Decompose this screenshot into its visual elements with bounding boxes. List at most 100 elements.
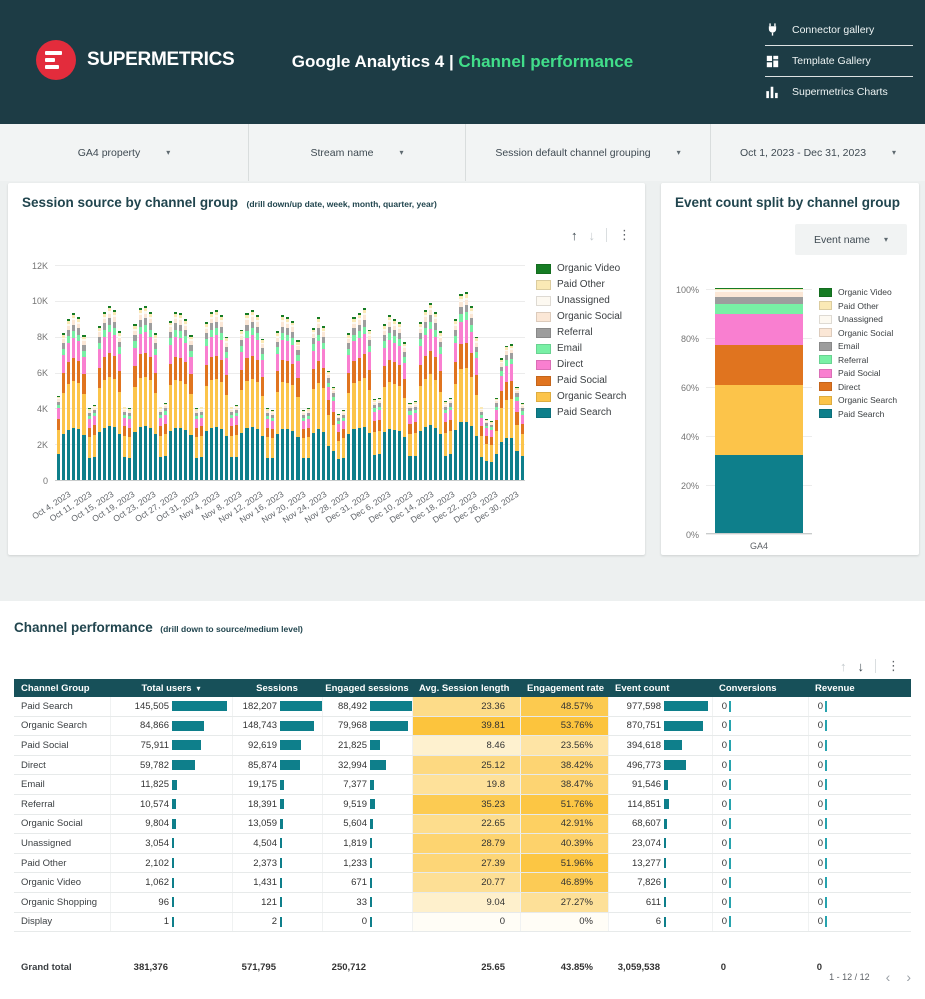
stacked-bar[interactable] [403,342,407,480]
stacked-bar[interactable] [102,311,106,480]
channel-grouping-filter[interactable]: Session default channel grouping ▾ [465,124,710,181]
stacked-bar[interactable] [87,408,91,480]
stacked-bar[interactable] [209,311,213,480]
nav-item-template-gallery[interactable]: Template Gallery [765,45,913,76]
stacked-bar[interactable] [316,317,320,480]
stacked-bar[interactable] [510,343,514,480]
stacked-bar[interactable] [143,306,147,480]
legend-item-organic-search[interactable]: Organic Search [819,395,897,405]
legend-item-paid-other[interactable]: Paid Other [819,301,897,311]
chart-menu-icon[interactable]: ⋮ [618,227,631,242]
stacked-percentage-bar[interactable] [715,288,803,533]
legend-item-unassigned[interactable]: Unassigned [819,314,897,324]
stacked-bar[interactable] [332,386,336,480]
stacked-bar[interactable] [128,408,132,480]
stacked-bar[interactable] [291,320,295,480]
stacked-bar[interactable] [245,313,249,480]
stacked-bar[interactable] [413,401,417,480]
stacked-bar[interactable] [520,403,524,480]
legend-item-paid-search[interactable]: Paid Search [536,407,626,418]
legend-item-email[interactable]: Email [819,341,897,351]
stacked-bar[interactable] [67,318,71,480]
legend-item-organic-video[interactable]: Organic Video [819,287,897,297]
stacked-bar[interactable] [479,406,483,480]
stacked-bar[interactable] [296,340,300,480]
stacked-bar[interactable] [107,306,112,480]
stacked-bar[interactable] [97,325,101,480]
stacked-bar[interactable] [347,333,351,480]
drill-up-icon[interactable]: ↑ [571,227,578,243]
stacked-bar[interactable] [57,395,61,480]
stacked-bar[interactable] [113,309,117,480]
next-page-icon[interactable]: › [906,969,911,985]
stacked-bar[interactable] [163,403,168,480]
stacked-bar[interactable] [469,306,473,480]
legend-item-organic-video[interactable]: Organic Video [536,263,626,274]
stacked-bar[interactable] [214,309,218,480]
column-header-engaged-sessions[interactable]: Engaged sessions [325,682,409,694]
stacked-bar[interactable] [260,338,264,480]
stacked-bar[interactable] [204,322,208,480]
stacked-bar[interactable] [383,324,387,480]
stacked-bar[interactable] [342,410,346,480]
stacked-bar[interactable] [281,315,285,480]
stacked-bar[interactable] [255,315,259,480]
stacked-bar[interactable] [388,315,392,480]
column-header-conversions[interactable]: Conversions [719,682,777,694]
stacked-bar[interactable] [459,293,463,480]
stacked-bar[interactable] [428,302,432,480]
nav-item-connector-gallery[interactable]: Connector gallery [765,14,913,45]
stacked-bar[interactable] [270,410,275,480]
ga4-property-filter[interactable]: GA4 property ▾ [0,124,248,181]
prev-page-icon[interactable]: ‹ [885,969,891,985]
stacked-bar[interactable] [489,420,494,480]
stacked-bar[interactable] [393,318,397,480]
stacked-bar[interactable] [484,419,488,480]
stacked-bar[interactable] [72,313,76,480]
stacked-bar[interactable] [408,403,412,480]
stacked-bar[interactable] [92,404,96,480]
stacked-bar[interactable] [326,370,331,480]
stacked-bar[interactable] [505,345,509,480]
stacked-bar[interactable] [138,308,142,480]
stacked-bar[interactable] [179,313,183,480]
legend-item-referral[interactable]: Referral [536,327,626,338]
stacked-bar[interactable] [77,317,81,480]
stacked-bar[interactable] [444,401,448,480]
stacked-bar[interactable] [265,408,269,480]
stacked-bar[interactable] [321,325,325,480]
stacked-bar[interactable] [199,406,203,480]
stacked-bar[interactable] [82,334,86,480]
stacked-bar[interactable] [133,324,137,480]
stacked-bar[interactable] [398,322,402,480]
stacked-bar[interactable] [286,317,290,480]
stacked-bar[interactable] [276,331,280,480]
legend-item-organic-social[interactable]: Organic Social [536,311,626,322]
date-range-filter[interactable]: Oct 1, 2023 - Dec 31, 2023 ▾ [710,124,925,181]
legend-item-paid-social[interactable]: Paid Social [819,368,897,378]
legend-item-organic-social[interactable]: Organic Social [819,328,897,338]
legend-item-paid-other[interactable]: Paid Other [536,279,626,290]
legend-item-referral[interactable]: Referral [819,355,897,365]
stacked-bar[interactable] [367,329,371,480]
stacked-bar[interactable] [362,308,366,480]
stacked-bar[interactable] [301,410,305,480]
stacked-bar[interactable] [169,320,173,480]
stacked-bar[interactable] [449,397,453,480]
legend-item-paid-social[interactable]: Paid Social [536,375,626,386]
stacked-bar[interactable] [464,291,468,480]
stacked-bar[interactable] [174,311,178,480]
column-header-total-users[interactable]: Total users ▾ [141,682,201,694]
stacked-bar[interactable] [306,408,310,480]
nav-item-supermetrics-charts[interactable]: Supermetrics Charts [765,76,913,107]
legend-item-paid-search[interactable]: Paid Search [819,409,897,419]
stacked-bar[interactable] [337,413,341,480]
stacked-bar[interactable] [372,399,376,480]
stacked-bar[interactable] [158,406,162,480]
legend-item-organic-search[interactable]: Organic Search [536,391,626,402]
stream-name-filter[interactable]: Stream name ▾ [248,124,465,181]
stacked-bar[interactable] [454,318,458,480]
stacked-bar[interactable] [62,333,66,480]
drill-down-icon[interactable]: ↓ [857,658,865,674]
stacked-bar[interactable] [433,311,438,480]
